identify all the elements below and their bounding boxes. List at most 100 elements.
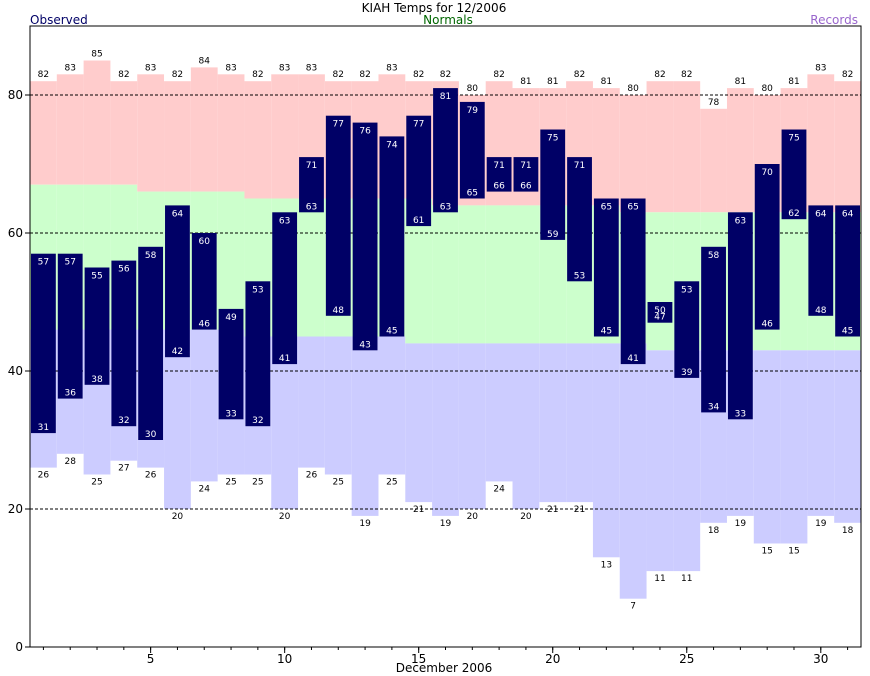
record-low-label: 26 — [145, 471, 157, 481]
record-high-band — [164, 81, 191, 192]
record-high-band — [271, 74, 299, 199]
observed-bar — [540, 129, 566, 240]
record-high-label: 82 — [493, 70, 504, 80]
record-high-label: 82 — [681, 70, 692, 80]
observed-high-label: 58 — [145, 251, 157, 261]
observed-high-label: 50 — [654, 306, 666, 316]
record-high-label: 83 — [815, 63, 826, 73]
observed-bar — [567, 157, 592, 282]
record-low-label: 25 — [333, 478, 344, 488]
record-low-band — [378, 336, 406, 475]
record-high-band — [217, 74, 245, 192]
x-tick-label: 15 — [411, 652, 426, 666]
record-high-band — [807, 74, 835, 213]
record-low-label: 25 — [386, 478, 397, 488]
record-high-label: 82 — [172, 70, 183, 80]
observed-high-label: 65 — [601, 203, 612, 213]
observed-high-label: 56 — [118, 265, 130, 275]
record-low-label: 20 — [467, 512, 479, 522]
observed-low-label: 33 — [735, 409, 746, 419]
record-low-label: 20 — [279, 512, 291, 522]
y-tick-label: 20 — [8, 502, 23, 516]
observed-bar — [781, 129, 807, 220]
observed-low-label: 38 — [91, 375, 103, 385]
observed-bar — [620, 198, 646, 365]
normal-band — [458, 205, 486, 344]
observed-bar — [352, 122, 378, 351]
record-low-band — [592, 343, 620, 558]
observed-bar — [486, 157, 512, 192]
record-high-band — [190, 67, 218, 192]
record-low-label: 20 — [172, 512, 184, 522]
observed-bar — [165, 205, 190, 358]
record-high-label: 83 — [386, 63, 397, 73]
normal-band — [780, 212, 808, 351]
record-low-band — [753, 350, 781, 544]
observed-bar — [31, 253, 56, 434]
observed-high-label: 65 — [627, 203, 638, 213]
observed-bar — [593, 198, 619, 337]
record-low-band — [619, 343, 647, 599]
record-low-label: 19 — [440, 519, 452, 529]
record-low-label: 11 — [681, 574, 692, 584]
record-low-label: 19 — [815, 519, 827, 529]
axis-layer: 0 20 40 60 80 5 10 15 20 25 30 — [8, 25, 862, 666]
observed-low-label: 48 — [333, 306, 345, 316]
record-low-label: 7 — [630, 602, 636, 612]
observed-low-label: 47 — [654, 313, 665, 323]
record-low-label: 24 — [493, 484, 505, 494]
observed-bar — [191, 233, 217, 330]
observed-bar — [325, 115, 351, 316]
normal-band — [485, 205, 513, 344]
observed-low-label: 42 — [172, 347, 183, 357]
record-high-band — [30, 81, 57, 185]
record-high-label: 82 — [38, 70, 49, 80]
record-low-label: 15 — [761, 547, 772, 557]
observed-bar — [379, 136, 405, 337]
record-high-label: 82 — [413, 70, 424, 80]
record-low-label: 25 — [225, 478, 236, 488]
observed-bar — [433, 88, 458, 213]
observed-low-label: 62 — [788, 209, 799, 219]
observed-bar — [245, 281, 271, 427]
observed-low-label: 46 — [761, 320, 773, 330]
record-high-label: 81 — [547, 77, 558, 87]
record-high-label: 82 — [574, 70, 585, 80]
x-tick-label: 20 — [545, 652, 560, 666]
observed-bar — [674, 281, 700, 378]
record-low-band — [834, 350, 861, 523]
normal-band — [298, 198, 325, 337]
record-high-band — [673, 81, 701, 213]
observed-low-label: 53 — [574, 271, 585, 281]
record-high-band — [83, 60, 111, 185]
observed-high-label: 74 — [386, 140, 398, 150]
value-label-layer: 57 31 82 26 57 36 83 28 55 38 85 25 56 32 82 27 58 30 83 26… — [38, 50, 854, 612]
record-low-label: 25 — [252, 478, 263, 488]
record-high-band — [244, 81, 272, 199]
record-low-band — [164, 329, 191, 509]
record-low-label: 26 — [38, 471, 50, 481]
record-high-label: 82 — [440, 70, 451, 80]
record-high-label: 84 — [199, 56, 211, 66]
record-high-label: 83 — [306, 63, 317, 73]
chart-title: KIAH Temps for 12/2006 — [362, 1, 507, 15]
record-low-band — [646, 350, 674, 572]
observed-high-label: 63 — [735, 216, 746, 226]
record-high-label: 83 — [225, 63, 236, 73]
observed-bar — [138, 246, 164, 440]
observed-low-label: 33 — [225, 409, 236, 419]
normal-band — [217, 191, 245, 330]
record-low-band — [271, 336, 299, 509]
observed-high-label: 64 — [172, 209, 184, 219]
observed-high-label: 64 — [842, 209, 854, 219]
observed-low-label: 46 — [199, 320, 211, 330]
record-low-band — [458, 343, 486, 509]
record-low-label: 15 — [788, 547, 799, 557]
record-high-label: 83 — [64, 63, 75, 73]
observed-bar — [57, 253, 83, 399]
record-low-band — [432, 343, 459, 516]
record-low-band — [539, 343, 567, 503]
record-high-band — [726, 88, 754, 213]
record-high-label: 82 — [359, 70, 370, 80]
observed-high-label: 79 — [467, 106, 479, 116]
